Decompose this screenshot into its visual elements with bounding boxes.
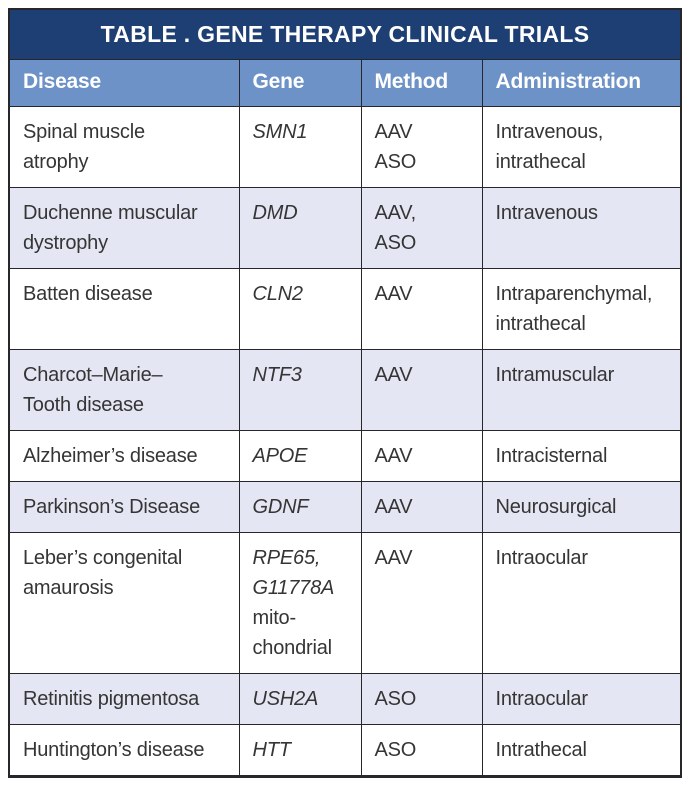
cell-gene: RPE65, G11778A mito- chondrial [238, 531, 362, 674]
column-header-gene: Gene [238, 58, 362, 107]
cell-administration: Neurosurgical [481, 480, 682, 533]
cell-method: AAV [360, 267, 483, 350]
gene-symbol: SMN1 [252, 120, 308, 143]
table-head: TABLE . GENE THERAPY CLINICAL TRIALS Dis… [8, 8, 682, 107]
cell-gene: USH2A [238, 672, 362, 725]
title-row: TABLE . GENE THERAPY CLINICAL TRIALS [8, 8, 682, 60]
cell-method: ASO [360, 672, 483, 725]
cell-disease: Leber’s congenital amaurosis [8, 531, 240, 674]
table-row: Charcot–Marie– Tooth disease NTF3 AAV In… [8, 348, 682, 431]
gene-note: mito- chondrial [252, 606, 333, 659]
cell-gene: GDNF [238, 480, 362, 533]
table-title: TABLE . GENE THERAPY CLINICAL TRIALS [8, 8, 682, 60]
column-header-method: Method [360, 58, 483, 107]
cell-administration: Intramuscular [481, 348, 682, 431]
cell-administration: Intracisternal [481, 429, 682, 482]
column-header-disease: Disease [8, 58, 240, 107]
table-row: Leber’s congenital amaurosis RPE65, G117… [8, 531, 682, 674]
table-row: Spinal muscle atrophy SMN1 AAV ASO Intra… [8, 105, 682, 188]
gene-symbol: APOE [252, 444, 308, 467]
cell-administration: Intraocular [481, 672, 682, 725]
cell-gene: CLN2 [238, 267, 362, 350]
cell-administration: Intravenous, intrathecal [481, 105, 682, 188]
cell-disease: Parkinson’s Disease [8, 480, 240, 533]
table-row: Huntington’s disease HTT ASO Intrathecal [8, 723, 682, 777]
gene-symbol: RPE65, G11778A [252, 546, 335, 599]
cell-disease: Retinitis pigmentosa [8, 672, 240, 725]
cell-method: AAV ASO [360, 105, 483, 188]
cell-disease: Alzheimer’s disease [8, 429, 240, 482]
gene-symbol: GDNF [252, 495, 309, 518]
cell-disease: Duchenne muscular dystrophy [8, 186, 240, 269]
cell-disease: Spinal muscle atrophy [8, 105, 240, 188]
cell-method: AAV, ASO [360, 186, 483, 269]
cell-method: AAV [360, 531, 483, 674]
cell-gene: HTT [238, 723, 362, 777]
gene-symbol: NTF3 [252, 363, 302, 386]
column-header-row: Disease Gene Method Administration [8, 58, 682, 107]
cell-administration: Intraocular [481, 531, 682, 674]
cell-gene: APOE [238, 429, 362, 482]
cell-method: AAV [360, 480, 483, 533]
cell-administration: Intrathecal [481, 723, 682, 777]
cell-gene: NTF3 [238, 348, 362, 431]
table-row: Batten disease CLN2 AAV Intraparenchymal… [8, 267, 682, 350]
cell-gene: DMD [238, 186, 362, 269]
cell-gene: SMN1 [238, 105, 362, 188]
cell-disease: Charcot–Marie– Tooth disease [8, 348, 240, 431]
table-body: Spinal muscle atrophy SMN1 AAV ASO Intra… [8, 105, 682, 777]
cell-method: AAV [360, 429, 483, 482]
gene-therapy-clinical-trials-table: TABLE . GENE THERAPY CLINICAL TRIALS Dis… [8, 8, 683, 778]
gene-symbol: DMD [252, 201, 298, 224]
gene-symbol: CLN2 [252, 282, 304, 305]
column-header-administration: Administration [481, 58, 682, 107]
cell-method: ASO [360, 723, 483, 777]
cell-administration: Intraparenchymal, intrathecal [481, 267, 682, 350]
gene-symbol: HTT [252, 738, 291, 761]
gene-symbol: USH2A [252, 687, 319, 710]
cell-method: AAV [360, 348, 483, 431]
cell-disease: Huntington’s disease [8, 723, 240, 777]
table-row: Parkinson’s Disease GDNF AAV Neurosurgic… [8, 480, 682, 533]
table-row: Retinitis pigmentosa USH2A ASO Intraocul… [8, 672, 682, 725]
cell-disease: Batten disease [8, 267, 240, 350]
table-row: Alzheimer’s disease APOE AAV Intracister… [8, 429, 682, 482]
cell-administration: Intravenous [481, 186, 682, 269]
table-row: Duchenne muscular dystrophy DMD AAV, ASO… [8, 186, 682, 269]
